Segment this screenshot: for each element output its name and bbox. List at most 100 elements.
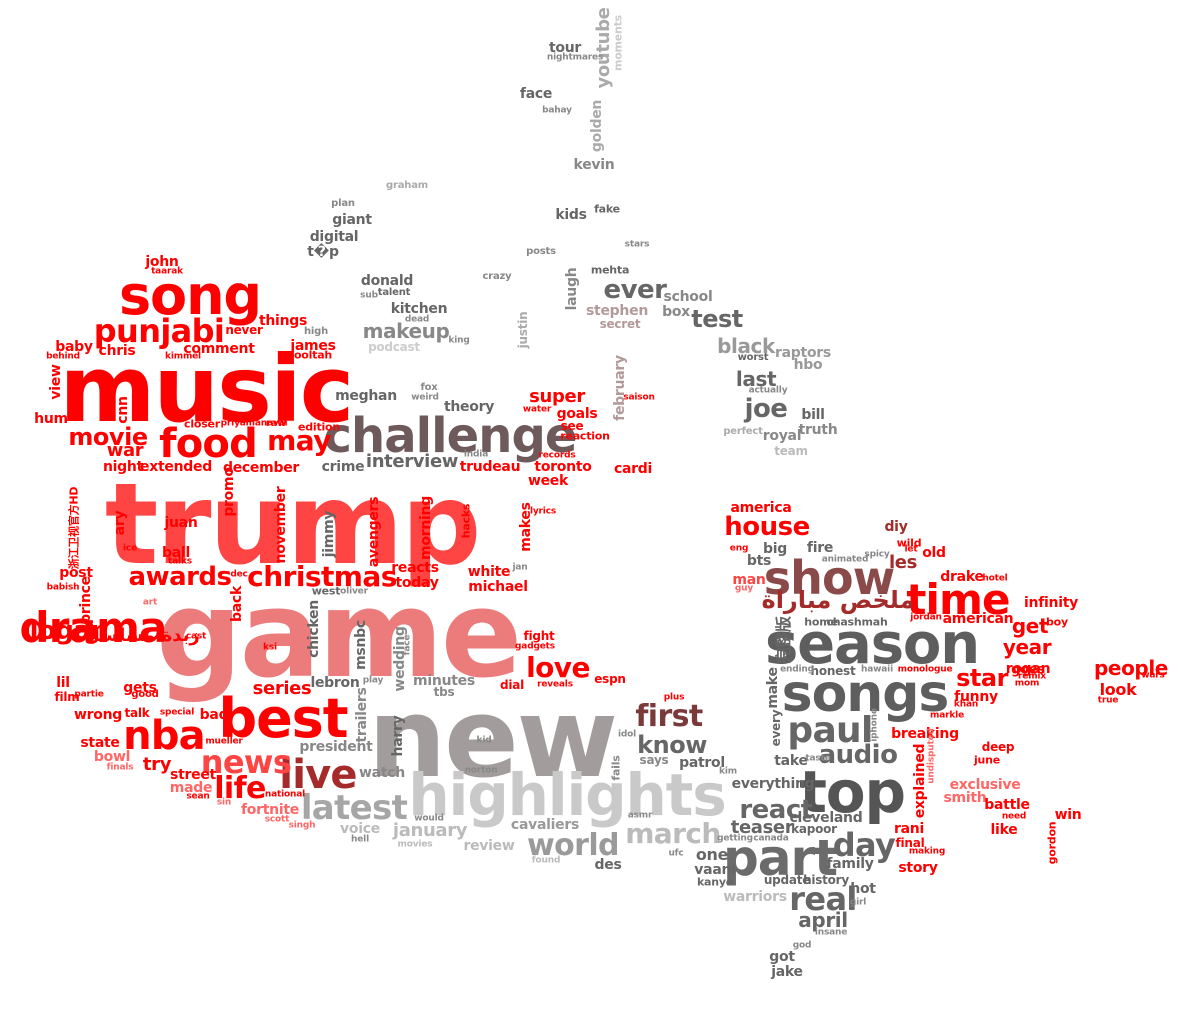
word-got: got xyxy=(769,949,795,965)
word-monologue: monologue xyxy=(897,664,953,675)
word-bowl: bowl xyxy=(93,749,131,765)
word-espn: espn xyxy=(594,672,626,686)
word-closer: closer xyxy=(184,417,220,431)
word-new: new xyxy=(368,674,618,802)
word-everything: everything xyxy=(731,776,815,792)
word-sin: sin xyxy=(216,797,232,808)
word-day: day xyxy=(832,826,896,864)
word-teaser: teaser xyxy=(730,817,794,838)
word-cavaliers: cavaliers xyxy=(510,817,580,833)
word-part: part xyxy=(722,829,838,887)
word-trailers: trailers xyxy=(354,687,370,743)
word-game: game xyxy=(156,566,522,705)
word-like: like xyxy=(990,822,1018,838)
word-partie: partie xyxy=(74,689,104,700)
word-bad: bad xyxy=(199,707,229,723)
word-records: records xyxy=(538,450,576,461)
word-mueller: mueller xyxy=(205,736,243,747)
word-nightmares: nightmares xyxy=(546,52,604,63)
word-spicy: spicy xyxy=(864,549,890,560)
word-des: des xyxy=(594,857,622,873)
word-john: john xyxy=(145,254,179,270)
word-january: january xyxy=(392,820,468,841)
word-bill: bill xyxy=(801,407,825,423)
word-found: found xyxy=(531,855,561,866)
word-hotel: hotel xyxy=(982,573,1008,584)
word-hawaii: hawaii xyxy=(861,664,893,675)
word-kitchen: kitchen xyxy=(390,301,448,317)
word-food: food xyxy=(159,421,258,467)
word-joe: joe xyxy=(744,394,788,424)
word-chashmah: chashmah xyxy=(826,615,888,629)
word-back: back xyxy=(229,586,245,622)
word-post: post xyxy=(59,565,93,581)
word-infinity: infinity xyxy=(1024,595,1078,611)
word-royal: royal xyxy=(762,428,802,444)
word-chicken: chicken xyxy=(306,600,322,658)
word-every: every xyxy=(769,709,783,747)
word-saison: saison xyxy=(623,392,655,403)
word-youtube: youtube xyxy=(593,7,614,89)
word-prince: prince xyxy=(78,576,94,624)
word-street: street xyxy=(170,767,216,783)
word-talks: talks xyxy=(168,556,192,567)
word-breaking: breaking xyxy=(891,726,959,742)
word-non-latin-296: ملخص مباراة xyxy=(761,586,915,614)
word-hacks: hacks xyxy=(459,503,473,539)
word-dead: dead xyxy=(404,314,430,325)
word-man: man xyxy=(732,572,766,588)
word-extended: extended xyxy=(140,459,212,475)
word-paul: paul xyxy=(787,710,873,751)
word-movies: movies xyxy=(397,839,433,850)
word-making: making xyxy=(908,846,946,857)
word-fails: fails xyxy=(609,755,623,781)
word-drake: drake xyxy=(940,569,984,585)
word-december: december xyxy=(222,460,300,476)
word-music: music xyxy=(59,336,355,443)
word-series: series xyxy=(252,678,312,699)
word-movie: movie xyxy=(68,423,148,451)
word-jan: jan xyxy=(512,562,528,573)
word-fight: fight xyxy=(523,629,555,643)
word-super: super xyxy=(529,386,585,407)
word-india: india xyxy=(463,449,489,460)
word-laugh: laugh xyxy=(564,267,580,311)
word-live: live xyxy=(279,752,357,798)
word-west: west xyxy=(311,584,341,598)
word-les: les xyxy=(888,552,918,573)
word-eng: eng xyxy=(729,543,749,554)
word-good: good xyxy=(131,689,159,700)
word-t-p: t�p xyxy=(307,244,339,260)
word-honest: honest xyxy=(810,664,856,678)
word-february: february xyxy=(612,355,628,421)
word-lebron: lebron xyxy=(310,675,360,691)
word-michael: michael xyxy=(468,579,528,595)
word-talent: talent xyxy=(377,287,411,298)
word-god: god xyxy=(792,940,812,951)
word-last: last xyxy=(735,367,777,391)
word-tour: tour xyxy=(548,40,582,56)
word-kevin: kevin xyxy=(573,157,615,173)
word-hell: hell xyxy=(351,834,369,845)
word-getting: getting xyxy=(717,833,753,844)
word-school: school xyxy=(663,289,713,305)
word-trump: trump xyxy=(104,460,481,590)
word-girl: girl xyxy=(849,897,867,908)
word-insane: insane xyxy=(814,927,848,938)
word-non-latin-297: زبدة مسلسل xyxy=(84,625,200,646)
word-canada: canada xyxy=(753,833,789,844)
word-mehta: mehta xyxy=(590,263,630,277)
word-secret: secret xyxy=(599,317,641,331)
word-baby: baby xyxy=(55,339,93,355)
word-june: june xyxy=(973,753,1001,767)
word-story: story xyxy=(898,860,938,876)
word-goes: goes xyxy=(1011,662,1045,678)
word-would: would xyxy=(414,813,444,824)
word-juan: juan xyxy=(164,515,198,531)
word-raw: raw xyxy=(265,418,287,429)
word-wrong: wrong xyxy=(73,707,123,723)
word-theory: theory xyxy=(443,399,495,415)
word-stars: stars xyxy=(624,239,650,250)
word-golden: golden xyxy=(589,99,605,153)
